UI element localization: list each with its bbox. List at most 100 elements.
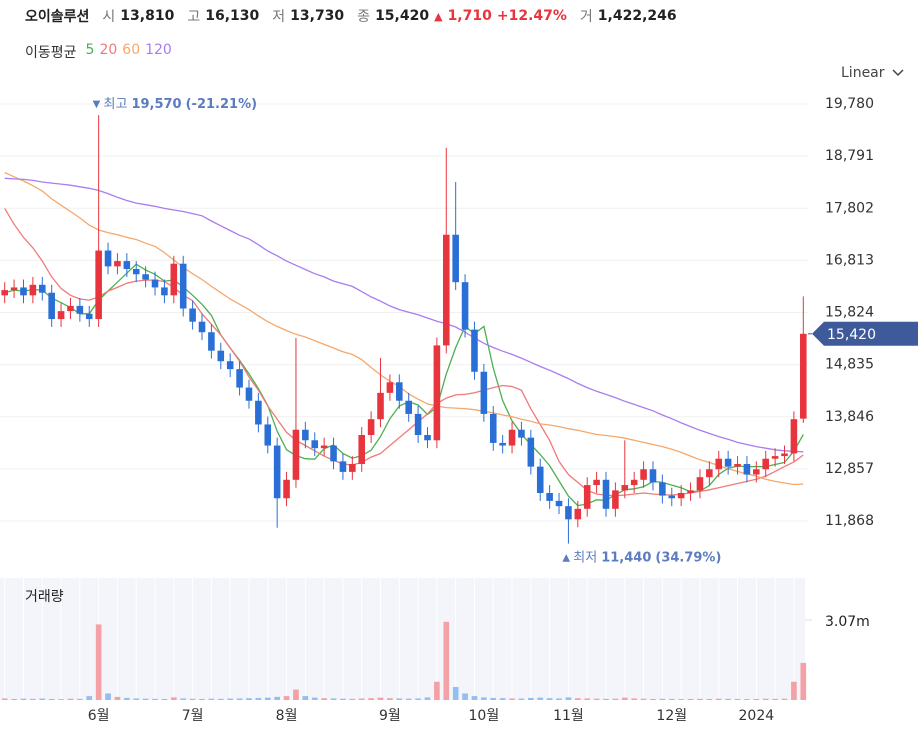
volume-bar: [283, 696, 290, 700]
candle-body: [123, 261, 131, 269]
candle-body: [85, 313, 93, 320]
x-tick-label: 2024: [739, 708, 775, 724]
volume-bar: [152, 698, 158, 700]
volume-bar: [800, 662, 807, 700]
y-tick-label: 16,813: [825, 252, 874, 268]
candle-body: [396, 382, 403, 401]
volume-bar: [603, 698, 609, 700]
volume-bar: [358, 698, 365, 700]
candle-body: [161, 287, 168, 296]
volume-bar: [509, 698, 515, 700]
moving-average-line: [4, 171, 804, 486]
volume-bar: [387, 698, 393, 700]
volume-bar: [471, 696, 478, 700]
candle-body: [48, 292, 55, 320]
volume-bar: [368, 698, 374, 700]
volume-bar: [791, 681, 797, 700]
volume-bar: [424, 697, 431, 700]
volume-bar: [311, 697, 318, 700]
candle-body: [480, 371, 488, 414]
annotation: ▼ 최고 19,570 (-21.21%): [93, 97, 257, 112]
high-value: 16,130: [205, 8, 260, 24]
stock-name: 오이솔루션: [25, 9, 90, 25]
volume-panel: [0, 578, 805, 700]
candle-body: [518, 429, 525, 438]
annotation-label: 최고: [104, 97, 128, 112]
candle-body: [508, 429, 516, 446]
volume-bar: [762, 698, 769, 700]
candle-body: [339, 461, 347, 472]
volume-title: 거래량: [25, 589, 64, 605]
candle-body: [452, 234, 459, 283]
last-price-label: 15,420: [827, 327, 876, 343]
candle-body: [377, 392, 384, 420]
volume-bar: [67, 698, 74, 700]
scale-selector: Linear: [841, 65, 885, 81]
volume-bar: [706, 698, 713, 700]
volume-bar: [481, 697, 487, 700]
volume-bar: [499, 698, 506, 700]
candle-body: [677, 492, 685, 499]
volume-bar: [621, 697, 628, 700]
candle-body: [189, 308, 196, 322]
volume-bar: [321, 698, 327, 700]
x-tick-label: 7월: [182, 708, 204, 724]
open-value: 13,810: [120, 8, 175, 24]
volume-bar: [631, 698, 638, 700]
volume-bar: [227, 698, 234, 700]
candle-body: [706, 469, 713, 478]
volume-bar: [650, 698, 656, 700]
volume-bar: [443, 621, 450, 700]
volume-bar: [30, 698, 36, 700]
volume-bar: [565, 697, 572, 700]
change: 1,710: [447, 8, 492, 24]
candle-body: [574, 508, 582, 520]
candle-body: [527, 437, 535, 467]
legend-entry: 5: [85, 42, 95, 58]
y-tick-label: 15,824: [825, 305, 874, 321]
volume-bar: [781, 698, 788, 700]
candle-body: [424, 435, 431, 441]
candle-body: [800, 333, 807, 419]
volume-bar: [105, 693, 111, 700]
candle-body: [386, 382, 394, 393]
candle-body: [114, 261, 121, 267]
candle-body: [771, 456, 779, 459]
chevron-icon: [892, 69, 904, 77]
volume-bar: [11, 698, 17, 700]
annotation-arrow: ▼: [93, 99, 104, 110]
y-tick-label: 18,791: [825, 148, 874, 164]
ma-legend: 이동평균 5 20 60 120: [25, 42, 172, 62]
volume-bar: [668, 698, 675, 700]
volume-bar: [744, 699, 750, 700]
volume-bar: [753, 698, 760, 700]
candle-body: [612, 490, 619, 509]
volume-bar: [170, 697, 177, 700]
volume-bar: [20, 698, 27, 700]
volume-bar: [246, 698, 252, 700]
volume-bar: [574, 698, 581, 700]
volume-bar: [659, 698, 666, 700]
volume-bar: [95, 624, 102, 700]
volume-value: 1,422,246: [597, 8, 677, 24]
candle-body: [367, 419, 375, 436]
candle-body: [546, 492, 553, 501]
candle-body: [621, 485, 629, 491]
volume-bar: [208, 698, 215, 700]
candle-body: [104, 250, 112, 267]
annotation-price: 19,570: [131, 97, 181, 112]
annotation-change: (-21.21%): [186, 97, 257, 112]
candle-body: [170, 263, 178, 296]
candle-body: [668, 495, 676, 499]
candle-body: [142, 274, 149, 280]
candle-body: [217, 350, 225, 362]
candle-body: [762, 458, 770, 470]
volume-bar: [236, 698, 243, 700]
volume-tick-label: 3.07m: [825, 614, 870, 630]
candle-body: [565, 506, 572, 520]
volume-bar: [518, 698, 525, 700]
volume-bar: [1, 698, 8, 700]
candle-body: [38, 284, 46, 293]
